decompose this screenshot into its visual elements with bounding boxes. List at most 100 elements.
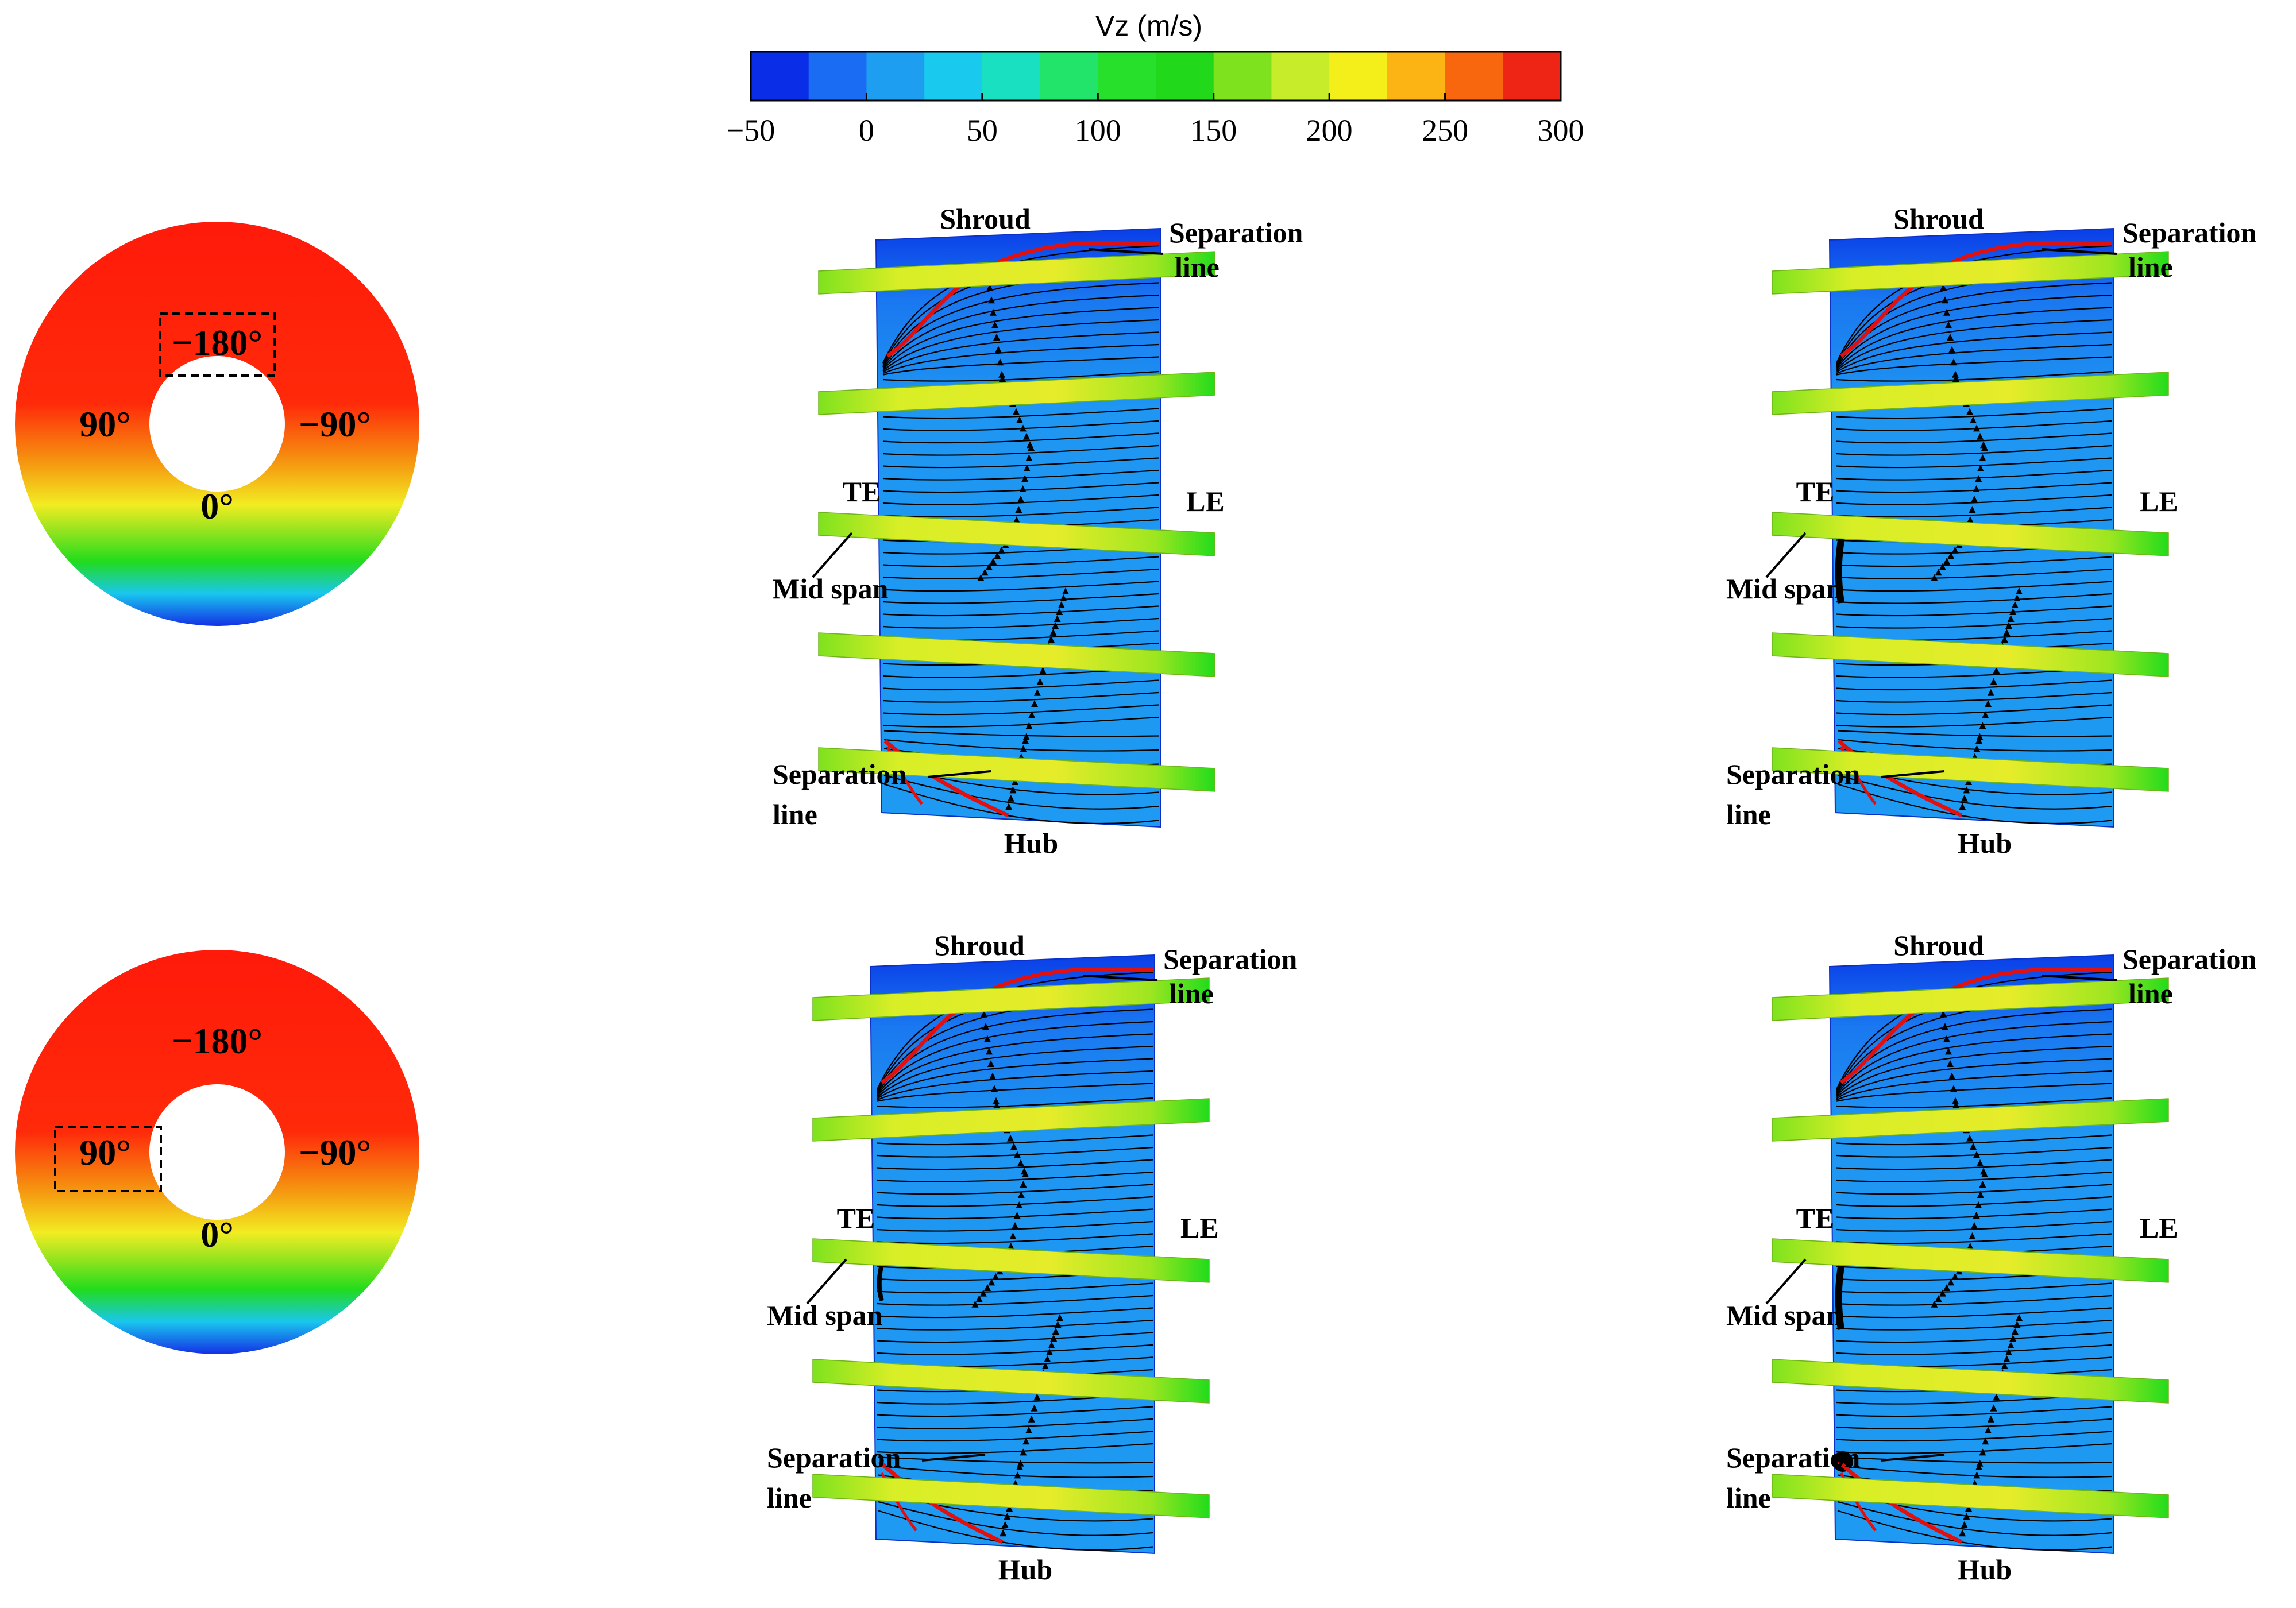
flow-arrow (1935, 1295, 1942, 1302)
label-shroud: Shroud (1893, 203, 1984, 235)
streamline (1837, 1456, 2113, 1464)
flow-arrow (1951, 1273, 1959, 1280)
streamline (1836, 1134, 2113, 1146)
flow-arrow (1020, 745, 1027, 752)
flow-arrow (1033, 1393, 1041, 1401)
flow-arrow (1007, 1134, 1014, 1142)
label-separation-hub: Separation (767, 1441, 901, 1474)
colorbar-tick-label: 0 (859, 113, 874, 148)
label-leading-edge: LE (1186, 485, 1225, 517)
span-band (812, 1098, 1210, 1142)
flow-arrow (1007, 1243, 1014, 1250)
span-bands (1772, 251, 2169, 792)
flow-arrow (1943, 1284, 1950, 1291)
flow-arrow (1931, 1300, 1938, 1308)
flow-arrow (2016, 587, 2023, 594)
flow-arrow (995, 346, 1002, 353)
span-band (1772, 251, 2169, 295)
flow-arrow (1959, 1529, 1966, 1537)
streamline (1836, 1418, 2113, 1429)
flow-arrow (990, 308, 997, 316)
label-trailing-edge: TE (1796, 476, 1835, 508)
flow-arrow (1966, 408, 1973, 415)
flow-arrow (1977, 1159, 1984, 1166)
flow-arrow (1052, 622, 1059, 629)
streamline (877, 1159, 1153, 1170)
ring-label-bottom: 0° (200, 486, 234, 527)
leader-line (927, 770, 991, 778)
leader-line (2042, 248, 2117, 255)
flow-arrow (1001, 1521, 1009, 1528)
flow-arrow (1947, 1278, 1955, 1286)
streamline (883, 774, 1159, 810)
leader-line (2042, 975, 2117, 981)
leader-line (1082, 975, 1158, 981)
flow-arrow (2003, 629, 2011, 636)
flow-arrow (1979, 1448, 1986, 1456)
label-hub: Hub (998, 1553, 1053, 1586)
flow-arrow (998, 546, 1005, 554)
streamline (882, 307, 1159, 370)
leader-line (1765, 1258, 1807, 1305)
streamline (1837, 774, 2113, 810)
streamline (1836, 457, 2113, 469)
flow-arrow (981, 569, 989, 576)
ring-label-right: −90° (299, 404, 371, 444)
colorbar-cell (1503, 52, 1561, 100)
flow-arrow (1969, 1232, 1976, 1239)
label-hub: Hub (1004, 827, 1059, 859)
flow-arrow (1975, 475, 1982, 482)
streamline (1836, 1146, 2113, 1158)
flow-arrow (1976, 733, 1984, 740)
streamline (1836, 307, 2113, 370)
streamline (1836, 408, 2113, 419)
flow-arrow (1016, 416, 1023, 423)
span-band (1772, 1359, 2169, 1404)
flow-arrow (2005, 1348, 2012, 1355)
streamline (882, 331, 1159, 373)
flow-arrow (1973, 485, 1980, 492)
streamline (1836, 1233, 2113, 1244)
label-line-shroud: line (1175, 251, 1220, 283)
streamline (1836, 469, 2113, 481)
label-leading-edge: LE (2140, 485, 2178, 517)
streamline (877, 1344, 1153, 1355)
flow-arrow (1971, 1222, 1978, 1229)
flow-arrow (1028, 1415, 1035, 1423)
flow-arrow (1977, 1191, 1984, 1198)
streamline (882, 568, 1159, 579)
flow-arrow (1951, 546, 1959, 554)
separation-line-shroud (881, 967, 1153, 1084)
flow-arrow (1013, 516, 1020, 523)
streamline (877, 1070, 1153, 1101)
flow-arrow (1945, 321, 1952, 328)
flow-arrow (1947, 552, 1955, 559)
flow-arrow (1945, 1047, 1952, 1055)
flow-arrow (988, 296, 995, 304)
flow-arrow (1025, 454, 1033, 461)
streamline (1836, 704, 2113, 716)
flow-arrow (2009, 608, 2017, 615)
streamline (1836, 593, 2113, 604)
label-line-shroud: line (2128, 251, 2173, 283)
span-band (812, 1359, 1210, 1404)
flow-arrow (1054, 1321, 1062, 1328)
label-separation-hub: Separation (1726, 758, 1861, 790)
leader-line (806, 1258, 847, 1305)
flow-arrow (1973, 1151, 1980, 1158)
span-bands (818, 251, 1215, 792)
flow-arrow (1952, 375, 1959, 382)
streamline (882, 556, 1159, 567)
ring-diagram: −180° 90° −90° 0° (15, 222, 419, 626)
colorbar-tick-label: 150 (1190, 113, 1237, 148)
flow-arrow (1036, 678, 1044, 685)
streamline (877, 1171, 1153, 1182)
streamline (883, 739, 1159, 752)
streamline (1836, 370, 2113, 382)
colorbar-tick-label: 100 (1075, 113, 1121, 148)
flow-arrow (971, 1300, 979, 1308)
streamline (1836, 605, 2113, 617)
flow-arrow (1950, 358, 1957, 366)
flow-arrow (1966, 1134, 1973, 1142)
flow-arrow (1046, 1348, 1053, 1355)
